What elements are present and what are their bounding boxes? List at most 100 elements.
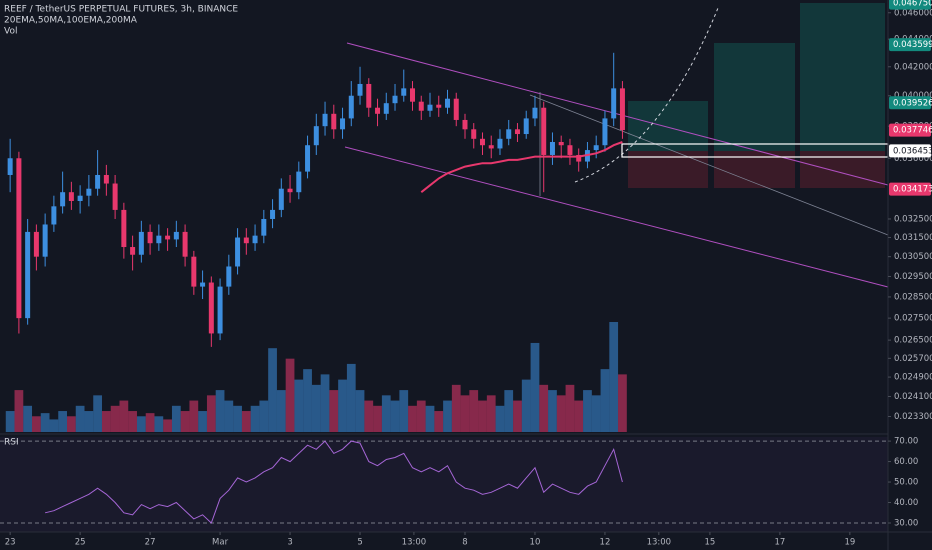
candle-body [42, 224, 48, 257]
volume-bar [574, 400, 584, 432]
candle-body [462, 119, 468, 130]
volume-bar [84, 411, 94, 432]
candle-body [479, 138, 485, 146]
volume-bar [119, 400, 129, 432]
candle-body [226, 266, 232, 287]
volume-bar [443, 400, 452, 432]
volume-bar [215, 390, 225, 432]
volume-bar [556, 395, 566, 432]
candle-body [602, 118, 608, 146]
volume-bar [425, 405, 435, 432]
volume-bar [530, 342, 540, 432]
volume-bar [591, 395, 601, 432]
x-tick-label: 19 [844, 538, 855, 548]
volume-bar [49, 419, 59, 432]
candle-body [313, 126, 319, 146]
volume-bar [241, 411, 251, 432]
candle-body [444, 98, 450, 108]
candle-body [103, 174, 109, 184]
y-tick-label: 0.028500 [894, 292, 932, 302]
candle-body [619, 88, 625, 131]
price-label-box [889, 0, 931, 10]
candle-body [497, 138, 503, 149]
target-zone [714, 43, 795, 151]
volume-bar [180, 411, 190, 432]
y-tick-label: 0.024100 [894, 392, 932, 402]
rsi-line [44, 440, 623, 524]
target-zone [800, 3, 885, 151]
rsi-y-tick-label: 70.00 [894, 437, 918, 447]
volume-bar [364, 400, 374, 432]
candle-body [488, 145, 494, 149]
volume-bar [5, 411, 15, 432]
volume-bar [171, 405, 181, 432]
volume-bar [303, 369, 312, 432]
candle-body [165, 235, 171, 240]
volume-bar [154, 416, 164, 432]
volume-bar [93, 395, 102, 432]
candle-body [33, 231, 39, 257]
candle-body [410, 88, 416, 102]
volume-bar [355, 390, 365, 432]
y-tick-label: 0.024900 [894, 373, 932, 383]
candle-body [593, 145, 599, 151]
volume-bar [600, 369, 610, 432]
price-label-box [889, 123, 931, 137]
volume-bar [189, 400, 199, 432]
volume-bar [128, 411, 137, 432]
candle-body [217, 286, 223, 334]
indicators-label: 20EMA,50MA,100EMA,200MA [4, 16, 138, 26]
candle-body [68, 192, 74, 201]
rsi-y-tick-label: 50.00 [894, 478, 918, 488]
volume-bar [329, 390, 339, 432]
y-tick-label: 0.023300 [894, 412, 932, 422]
candle-body [296, 171, 302, 193]
volume-bar [136, 416, 146, 432]
volume-bar [67, 416, 76, 432]
volume-bar [163, 419, 172, 432]
volume-bar [408, 405, 417, 432]
candle-body [95, 174, 101, 189]
volume-bar [548, 390, 557, 432]
trend-line [529, 94, 889, 236]
volume-bar [285, 358, 295, 432]
candle-body [567, 145, 573, 155]
candle-body [130, 247, 136, 255]
volume-bar [233, 405, 242, 432]
candle-body [121, 209, 127, 248]
volume-bar [224, 400, 234, 432]
volume-bar [451, 384, 461, 432]
volume-bar [618, 374, 627, 432]
candle-body [305, 145, 311, 172]
volume-bar [539, 384, 549, 432]
y-tick-label: 0.032500 [894, 214, 932, 224]
volume-bar [320, 374, 330, 432]
candle-body [191, 256, 197, 287]
target-zone [628, 101, 708, 151]
volume-bar [390, 400, 400, 432]
candle-body [322, 113, 328, 127]
candle-body [147, 231, 153, 244]
plot-layer: 0.0460000.0440000.0420000.0400000.038000… [0, 8, 932, 548]
drawings [344, 7, 889, 288]
y-tick-label: 0.030500 [894, 252, 932, 262]
x-tick-label: 17 [774, 538, 785, 548]
candle-body [86, 188, 92, 196]
volume-bar [495, 405, 505, 432]
candle-body [208, 282, 214, 334]
volume-bar [58, 411, 68, 432]
volume-bar [198, 411, 207, 432]
volume-bar [268, 348, 277, 432]
candle-body [16, 158, 22, 319]
candle-body [60, 192, 66, 207]
price-label-box [889, 182, 931, 196]
volume-bar [381, 395, 391, 432]
candle-body [471, 129, 477, 139]
volume-bar [276, 390, 286, 432]
price-label: 0.034173 [893, 185, 932, 195]
volume-bar [23, 405, 33, 432]
volume-bar [250, 405, 260, 432]
candle-body [523, 118, 529, 135]
candle-body [182, 231, 188, 257]
x-tick-label: 10 [530, 538, 541, 548]
